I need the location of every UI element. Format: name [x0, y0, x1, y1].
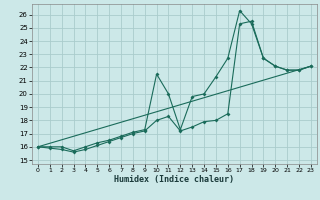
X-axis label: Humidex (Indice chaleur): Humidex (Indice chaleur): [115, 175, 234, 184]
